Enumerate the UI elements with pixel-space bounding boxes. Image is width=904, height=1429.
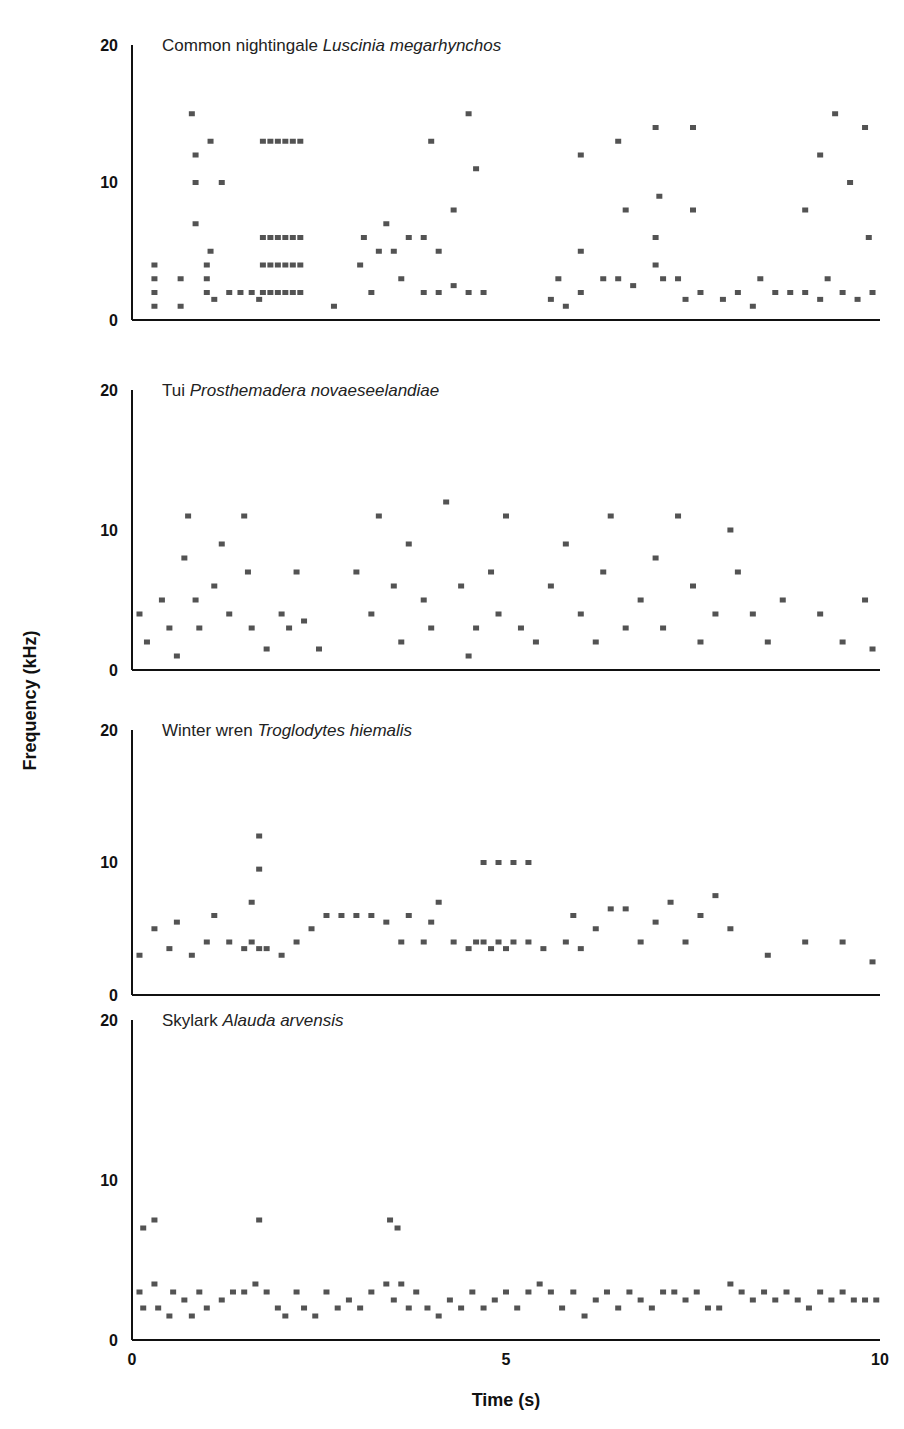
svg-text:10: 10: [100, 1172, 118, 1189]
svg-text:20: 20: [100, 382, 118, 399]
html-text:Common nightingale Luscinia me: Common nightingale Luscinia megarhynchos: [162, 36, 502, 55]
svg-text:10: 10: [871, 1351, 889, 1368]
svg-text:20: 20: [100, 1012, 118, 1029]
html-text:Tui Prosthemadera novaeseeland: Tui Prosthemadera novaeseelandiae: [162, 381, 440, 400]
svg-text:Time (s): Time (s): [472, 1390, 541, 1410]
svg-text:10: 10: [100, 174, 118, 191]
svg-text:10: 10: [100, 522, 118, 539]
svg-text:0: 0: [109, 662, 118, 679]
html-text:Winter wren Troglodytes hiemal: Winter wren Troglodytes hiemalis: [162, 721, 413, 740]
svg-text:20: 20: [100, 37, 118, 54]
html-text:Frequency (kHz): Frequency (kHz): [19, 630, 40, 771]
svg-text:0: 0: [128, 1351, 137, 1368]
svg-text:5: 5: [502, 1351, 511, 1368]
svg-text:10: 10: [100, 854, 118, 871]
svg-text:0: 0: [109, 987, 118, 1004]
svg-text:20: 20: [100, 722, 118, 739]
html-text:Skylark Alauda arvensis: Skylark Alauda arvensis: [162, 1011, 344, 1030]
svg-text:0: 0: [109, 312, 118, 329]
svg-text:0: 0: [109, 1332, 118, 1349]
